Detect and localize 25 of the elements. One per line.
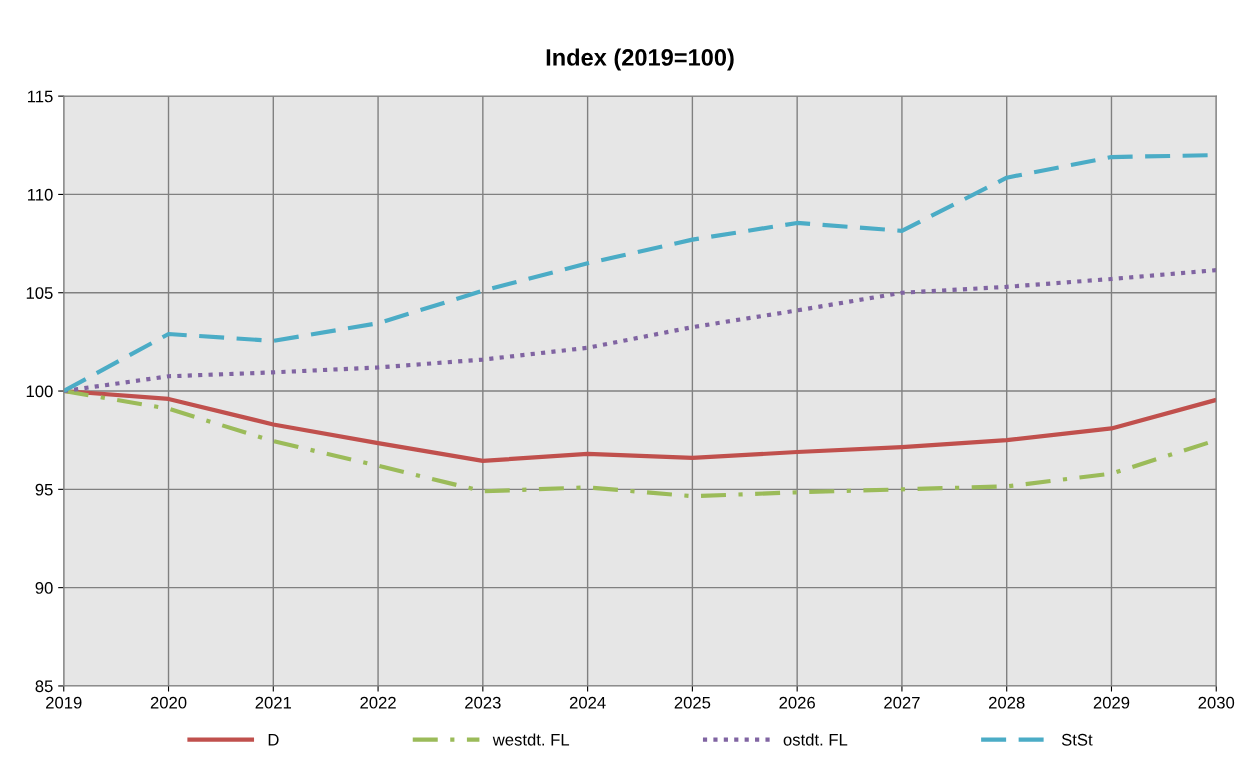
- y-tick-label: 100: [26, 385, 53, 398]
- x-tick-label: 2030: [1198, 696, 1235, 709]
- y-tick-label: 115: [28, 90, 53, 103]
- y-tick-label: 110: [28, 188, 53, 201]
- chart-title: Index (2019=100): [546, 48, 734, 71]
- x-tick-label: 2022: [360, 696, 396, 709]
- x-tick-label: 2026: [779, 696, 815, 709]
- x-tick-label: 2024: [569, 696, 606, 709]
- legend-label: D: [268, 734, 279, 746]
- x-tick-label: 2020: [150, 696, 187, 709]
- x-tick-label: 2023: [465, 696, 501, 709]
- x-tick-label: 2027: [884, 696, 920, 709]
- x-tick-label: 2021: [255, 696, 292, 709]
- legend-label: ostdt. FL: [783, 733, 848, 746]
- legend-label: westdt. FL: [492, 733, 570, 746]
- legend-label: StSt: [1061, 733, 1093, 746]
- x-tick-label: 2029: [1093, 696, 1130, 709]
- y-tick-label: 90: [35, 582, 53, 594]
- x-tick-label: 2025: [674, 696, 711, 709]
- y-tick-label: 95: [35, 483, 53, 496]
- x-tick-label: 2019: [46, 696, 82, 709]
- x-tick-label: 2028: [989, 696, 1025, 709]
- y-tick-label: 85: [35, 680, 53, 693]
- line-series: [63, 268, 1217, 394]
- y-tick-label: 105: [26, 287, 53, 299]
